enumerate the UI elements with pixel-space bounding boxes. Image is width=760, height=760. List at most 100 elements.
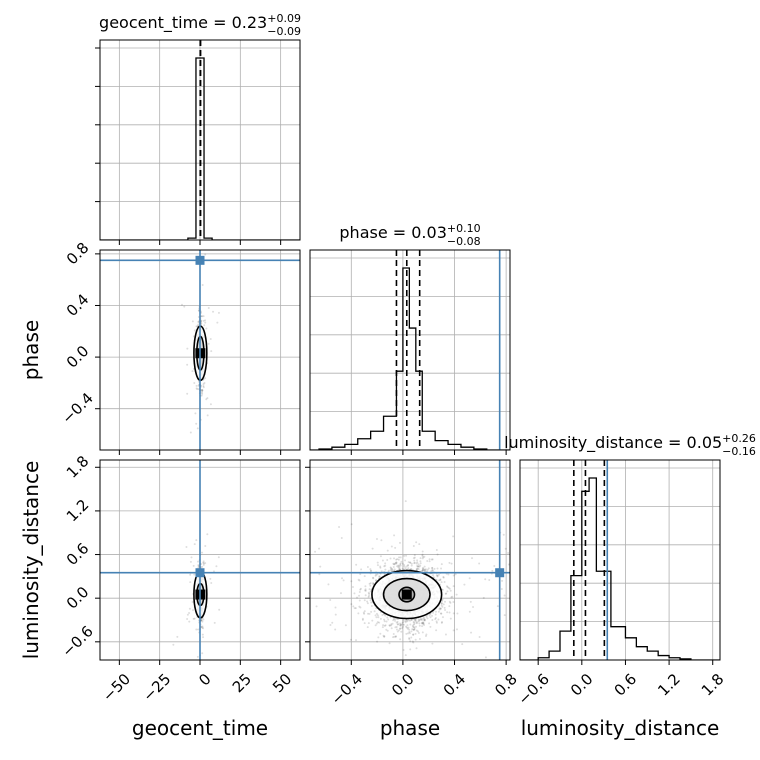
title-plus-error: +0.10 — [447, 222, 481, 235]
sample-point — [420, 621, 423, 624]
sample-point — [195, 384, 198, 387]
sample-point — [395, 628, 398, 631]
sample-point — [423, 618, 426, 621]
sample-point — [394, 546, 397, 549]
sample-point — [444, 633, 447, 636]
sample-point — [394, 562, 397, 565]
sample-point — [376, 564, 379, 567]
sample-point — [216, 321, 219, 324]
sample-point — [397, 623, 400, 626]
truth-marker — [195, 568, 205, 578]
sample-point — [561, 611, 563, 613]
sample-point — [455, 593, 458, 596]
sample-point — [422, 567, 425, 570]
sample-point — [201, 388, 204, 391]
sample-point — [410, 619, 413, 622]
y-tick-label: −0.6 — [58, 622, 96, 660]
sample-point — [428, 558, 431, 561]
x-axis-label: geocent_time — [132, 716, 268, 740]
sample-point — [394, 635, 397, 638]
sample-point — [188, 620, 191, 623]
sample-point — [339, 592, 342, 595]
histogram-luminosity_distance — [520, 477, 720, 660]
sample-point — [385, 628, 388, 631]
sample-point — [400, 630, 403, 633]
y-tick-label: 0.0 — [63, 342, 93, 372]
sample-point — [417, 563, 420, 566]
sample-point — [429, 625, 432, 628]
sample-point — [572, 636, 574, 638]
sample-point — [407, 567, 410, 570]
sample-point — [419, 560, 422, 563]
sample-point — [376, 573, 379, 576]
sample-point — [353, 607, 356, 610]
sample-point — [403, 563, 406, 566]
sample-point — [413, 559, 416, 562]
sample-point — [428, 622, 431, 625]
sample-point — [421, 553, 424, 556]
sample-point — [421, 631, 424, 634]
sample-point — [390, 624, 393, 627]
sample-point — [371, 619, 374, 622]
sample-point — [176, 635, 179, 638]
sample-point — [413, 554, 416, 557]
sample-point — [344, 624, 347, 627]
diag-panel-geocent_time: geocent_time = 0.23+0.09−0.09 — [95, 12, 301, 245]
panel-title-text: luminosity_distance = 0.05+0.26 — [504, 432, 756, 453]
sample-point — [493, 564, 496, 567]
sample-point — [396, 558, 399, 561]
sample-point — [197, 560, 200, 563]
sample-point — [410, 564, 413, 567]
sample-point — [182, 654, 184, 656]
sample-point — [368, 594, 371, 597]
sample-point — [396, 620, 399, 623]
sample-point — [206, 397, 209, 400]
sample-point — [601, 590, 603, 592]
sample-point — [409, 561, 412, 564]
sample-point — [410, 562, 413, 565]
sample-point — [422, 617, 425, 620]
title-median: 0.05 — [687, 433, 723, 452]
sample-point — [207, 307, 210, 310]
sample-point — [399, 556, 402, 559]
sample-point — [195, 325, 198, 328]
sample-point — [352, 605, 355, 608]
sample-point — [393, 618, 396, 621]
sample-point — [202, 319, 205, 322]
sample-point — [203, 382, 206, 385]
sample-point — [382, 624, 385, 627]
sample-point — [383, 624, 386, 627]
sample-point — [417, 565, 420, 568]
sample-point — [369, 568, 372, 571]
sample-point — [617, 571, 619, 573]
sample-point — [192, 617, 195, 620]
sample-point — [412, 628, 415, 631]
sample-point — [394, 619, 397, 622]
sample-point — [421, 569, 424, 572]
sample-point — [421, 567, 424, 570]
sample-point — [371, 547, 374, 550]
sample-point — [423, 569, 426, 572]
sample-point — [354, 607, 357, 610]
y-tick-label: 1.2 — [63, 496, 93, 526]
sample-point — [183, 618, 185, 620]
sample-point — [412, 620, 415, 623]
sample-point — [188, 607, 191, 610]
sample-point — [432, 574, 435, 577]
sample-point — [421, 550, 424, 553]
title-label: luminosity_distance = — [504, 433, 686, 453]
pair-content — [100, 460, 300, 660]
sample-point — [368, 582, 371, 585]
sample-point — [423, 623, 426, 626]
sample-point — [296, 574, 298, 576]
diag-panel-phase: phase = 0.03+0.10−0.08 — [309, 222, 511, 455]
sample-point — [381, 559, 384, 562]
sample-point — [452, 574, 455, 577]
sample-point — [513, 569, 515, 571]
sample-point — [423, 619, 426, 622]
sample-point — [593, 576, 595, 578]
sample-point — [452, 535, 455, 538]
sample-point — [449, 617, 452, 620]
sample-point — [447, 573, 450, 576]
sample-point — [437, 610, 440, 613]
